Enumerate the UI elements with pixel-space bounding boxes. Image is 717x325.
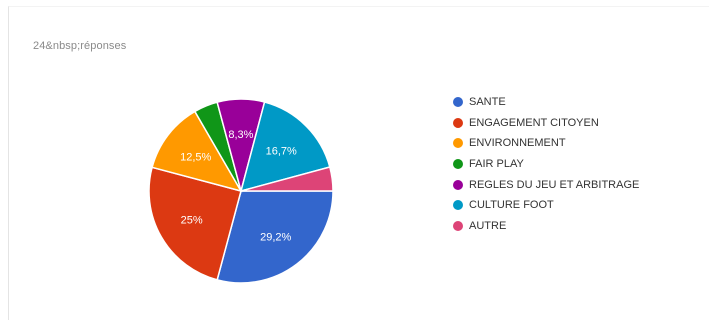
legend-label: AUTRE bbox=[469, 219, 507, 232]
legend-item[interactable]: CULTURE FOOT bbox=[453, 195, 639, 216]
response-count: 24&nbsp;réponses bbox=[33, 40, 127, 52]
pie-slice-engagement-citoyen[interactable] bbox=[148, 166, 242, 281]
legend-label: REGLES DU JEU ET ARBITRAGE bbox=[469, 178, 640, 191]
slice-label: 12,5% bbox=[180, 151, 211, 163]
slice-label: 8,3% bbox=[228, 129, 253, 141]
legend-swatch bbox=[453, 179, 463, 190]
pie-slice-autre[interactable] bbox=[240, 166, 334, 192]
legend-item[interactable]: AUTRE bbox=[453, 216, 639, 237]
legend-label: ENVIRONNEMENT bbox=[469, 137, 566, 150]
slice-label: 25% bbox=[181, 215, 203, 227]
pie-slice-environnement[interactable] bbox=[151, 110, 243, 193]
slice-label: 16,7% bbox=[266, 146, 297, 158]
legend-item[interactable]: FAIR PLAY bbox=[453, 154, 639, 175]
legend-label: SANTE bbox=[469, 96, 506, 109]
legend-swatch bbox=[453, 220, 463, 231]
legend-item[interactable]: ENVIRONNEMENT bbox=[453, 133, 639, 154]
legend-swatch bbox=[453, 159, 463, 170]
legend-swatch bbox=[453, 97, 463, 108]
legend-label: FAIR PLAY bbox=[469, 158, 524, 171]
chart-legend: SANTE ENGAGEMENT CITOYEN ENVIRONNEMENT FAIR… bbox=[453, 92, 639, 236]
slice-label: 29,2% bbox=[260, 231, 291, 243]
pie-slice-culture-foot[interactable] bbox=[239, 101, 331, 193]
legend-swatch bbox=[453, 117, 463, 128]
legend-label: CULTURE FOOT bbox=[469, 199, 554, 212]
chart-card: 24&nbsp;réponses bbox=[8, 6, 709, 320]
legend-item[interactable]: REGLES DU JEU ET ARBITRAGE bbox=[453, 174, 639, 195]
legend-item[interactable]: SANTE bbox=[453, 92, 639, 113]
legend-swatch bbox=[453, 200, 463, 211]
legend-label: ENGAGEMENT CITOYEN bbox=[469, 116, 599, 129]
pie-slice-sante[interactable] bbox=[216, 190, 334, 284]
legend-item[interactable]: ENGAGEMENT CITOYEN bbox=[453, 113, 639, 134]
legend-swatch bbox=[453, 138, 463, 149]
